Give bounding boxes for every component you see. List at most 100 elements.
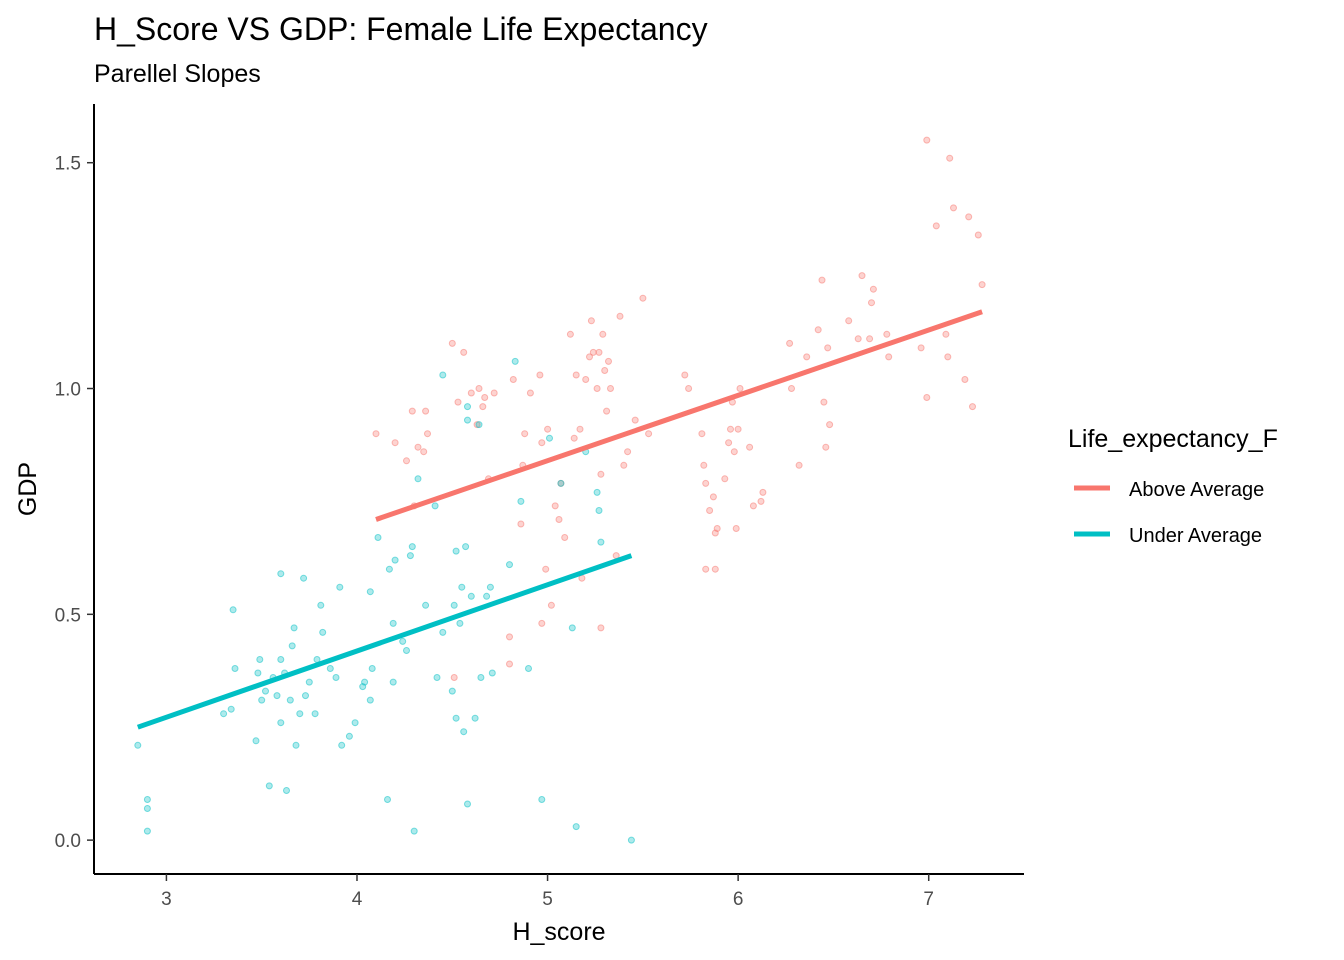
point-above-56 bbox=[616, 312, 624, 320]
point-above-14 bbox=[473, 421, 481, 429]
point-above-15 bbox=[475, 385, 483, 392]
point-above-53 bbox=[607, 385, 614, 392]
point-above-93 bbox=[824, 344, 832, 352]
point-above-85 bbox=[786, 339, 794, 347]
point-above-31 bbox=[544, 425, 552, 433]
point-under-62 bbox=[450, 601, 458, 609]
point-above-61 bbox=[645, 430, 653, 438]
y-tick-label-2: 1.0 bbox=[55, 380, 81, 401]
point-above-88 bbox=[803, 353, 811, 361]
point-above-16 bbox=[479, 403, 487, 411]
point-above-0 bbox=[372, 430, 380, 438]
point-above-62 bbox=[681, 371, 689, 379]
point-under-57 bbox=[431, 502, 439, 510]
point-under-74 bbox=[475, 421, 483, 429]
point-above-32 bbox=[547, 601, 555, 609]
point-above-60 bbox=[639, 294, 647, 302]
point-under-52 bbox=[406, 552, 414, 560]
point-under-92 bbox=[627, 836, 635, 844]
point-under-80 bbox=[511, 357, 519, 365]
point-under-32 bbox=[319, 628, 327, 636]
point-above-12 bbox=[454, 398, 462, 406]
point-under-77 bbox=[486, 583, 494, 591]
point-under-12 bbox=[262, 687, 269, 695]
point-under-63 bbox=[452, 547, 460, 555]
point-under-90 bbox=[595, 507, 603, 514]
point-under-89 bbox=[593, 488, 601, 496]
point-under-20 bbox=[283, 787, 290, 794]
point-above-98 bbox=[866, 335, 874, 343]
point-above-96 bbox=[854, 335, 862, 343]
point-above-112 bbox=[965, 213, 973, 221]
point-under-85 bbox=[557, 479, 565, 487]
point-under-78 bbox=[488, 669, 496, 677]
point-above-63 bbox=[685, 385, 693, 392]
point-under-10 bbox=[256, 656, 264, 663]
point-above-37 bbox=[566, 330, 574, 338]
point-above-109 bbox=[946, 154, 954, 162]
point-under-87 bbox=[572, 823, 580, 831]
point-above-67 bbox=[702, 565, 710, 573]
legend-item-under-average: Under Average bbox=[1074, 525, 1262, 547]
point-under-75 bbox=[477, 674, 485, 681]
point-above-20 bbox=[506, 633, 513, 641]
point-under-84 bbox=[546, 434, 553, 442]
point-above-79 bbox=[734, 425, 742, 433]
point-under-11 bbox=[258, 696, 266, 704]
point-above-44 bbox=[587, 317, 595, 325]
point-above-29 bbox=[542, 565, 550, 573]
point-above-58 bbox=[624, 448, 632, 456]
point-above-30 bbox=[538, 619, 546, 627]
point-above-66 bbox=[702, 479, 710, 487]
point-above-69 bbox=[709, 493, 717, 501]
point-above-21 bbox=[506, 660, 513, 668]
legend-label-under-average: Under Average bbox=[1129, 525, 1262, 547]
point-under-9 bbox=[254, 669, 262, 677]
point-under-67 bbox=[460, 728, 468, 736]
point-above-49 bbox=[599, 330, 607, 338]
point-under-29 bbox=[311, 710, 319, 718]
point-above-97 bbox=[858, 272, 866, 280]
point-above-104 bbox=[923, 394, 931, 401]
point-above-3 bbox=[408, 407, 416, 415]
point-under-15 bbox=[273, 692, 281, 700]
point-above-34 bbox=[555, 516, 563, 523]
x-ticks: 3 4 5 6 7 bbox=[161, 874, 934, 910]
point-above-74 bbox=[725, 439, 733, 447]
point-under-82 bbox=[525, 665, 532, 672]
point-above-115 bbox=[978, 281, 986, 289]
point-above-90 bbox=[818, 276, 826, 284]
point-above-80 bbox=[736, 385, 744, 392]
chart-subtitle: Parellel Slopes bbox=[94, 60, 261, 88]
point-under-69 bbox=[464, 403, 471, 411]
y-axis-title: GDP bbox=[14, 462, 42, 516]
point-above-9 bbox=[448, 339, 456, 347]
point-above-51 bbox=[603, 407, 611, 415]
point-above-11 bbox=[450, 674, 458, 681]
point-above-10 bbox=[460, 348, 468, 356]
point-under-7 bbox=[231, 665, 239, 672]
point-above-73 bbox=[721, 475, 729, 483]
point-under-46 bbox=[385, 565, 393, 573]
point-under-73 bbox=[471, 714, 479, 722]
point-above-68 bbox=[706, 507, 714, 514]
point-under-42 bbox=[368, 665, 376, 672]
y-tick-label-0: 0.0 bbox=[55, 831, 81, 852]
point-under-3 bbox=[143, 827, 151, 835]
point-under-71 bbox=[464, 800, 471, 808]
point-above-45 bbox=[589, 348, 597, 356]
point-under-0 bbox=[134, 741, 142, 749]
point-under-58 bbox=[433, 674, 441, 681]
point-under-8 bbox=[252, 737, 260, 745]
point-above-92 bbox=[822, 443, 830, 451]
point-above-110 bbox=[950, 204, 957, 212]
point-above-75 bbox=[727, 425, 734, 433]
point-under-54 bbox=[410, 827, 418, 835]
point-above-54 bbox=[597, 624, 605, 632]
point-under-53 bbox=[408, 543, 416, 551]
x-tick-label-6: 6 bbox=[733, 889, 744, 910]
legend-label-above-average: Above Average bbox=[1129, 479, 1264, 501]
point-under-86 bbox=[568, 624, 576, 632]
point-above-46 bbox=[593, 385, 601, 392]
